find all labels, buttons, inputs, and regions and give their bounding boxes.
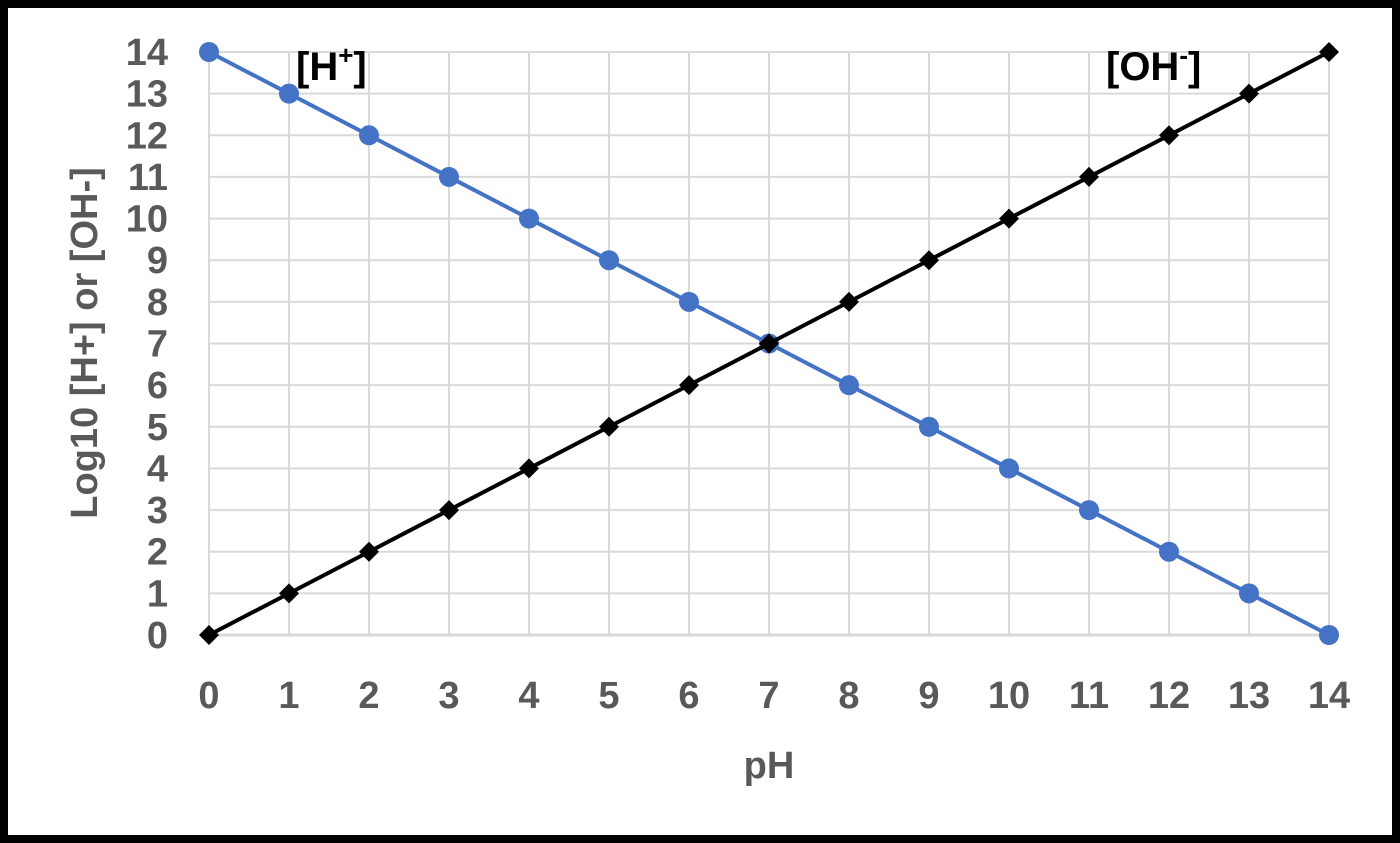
y-tick-label: 4: [147, 448, 168, 490]
data-point: [1239, 83, 1259, 104]
data-point: [199, 625, 219, 645]
data-point: [1159, 125, 1179, 146]
x-tick-label: 12: [1148, 675, 1190, 717]
data-point: [439, 166, 459, 187]
data-point: [999, 458, 1019, 479]
data-point: [1239, 583, 1259, 604]
x-tick-label: 4: [518, 675, 539, 717]
y-tick-label: 10: [126, 199, 168, 241]
data-point: [999, 208, 1019, 229]
data-point: [759, 333, 779, 354]
data-point: [1079, 500, 1099, 521]
data-point: [519, 458, 539, 479]
y-tick-label: 6: [147, 365, 168, 407]
data-point: [519, 208, 539, 229]
x-tick-label: 7: [758, 675, 779, 717]
data-point: [919, 416, 939, 437]
x-tick-label: 0: [198, 675, 219, 717]
data-point: [439, 500, 459, 521]
h-plus-annotation-close: ]: [353, 45, 366, 89]
series: [199, 42, 1339, 645]
data-point: [279, 583, 299, 604]
oh-minus-annotation-sup: -: [1179, 40, 1188, 70]
y-tick-label: 0: [147, 615, 168, 657]
y-tick-label: 9: [147, 240, 168, 282]
data-point: [839, 375, 859, 396]
x-axis-title: pH: [744, 745, 795, 787]
y-tick-label: 5: [147, 407, 168, 449]
series-1: [199, 42, 1339, 645]
data-point: [839, 291, 859, 312]
h-plus-annotation: [H+]: [296, 40, 367, 89]
data-point: [1159, 541, 1179, 562]
x-tick-labels: 0 1 2 3 4 5 6 7 8 9 10 11 12 13 14: [198, 675, 1350, 717]
x-tick-label: 8: [838, 675, 859, 717]
grid: [208, 51, 1330, 635]
data-point: [1079, 166, 1099, 187]
data-point: [679, 291, 699, 312]
x-tick-label: 5: [598, 675, 619, 717]
y-axis-title: Log10 [H+] or [OH-]: [64, 167, 106, 518]
x-tick-label: 9: [918, 675, 939, 717]
y-tick-label: 1: [147, 573, 168, 615]
data-point: [1319, 42, 1339, 62]
data-point: [679, 375, 699, 396]
y-tick-label: 13: [126, 74, 168, 116]
data-point: [359, 125, 379, 146]
oh-minus-annotation-close: ]: [1188, 45, 1201, 89]
data-point: [599, 250, 619, 271]
data-point: [599, 416, 619, 437]
h-plus-annotation-sup: +: [338, 40, 353, 70]
y-tick-label: 8: [147, 282, 168, 324]
data-point: [199, 42, 219, 62]
data-point: [1319, 625, 1339, 645]
data-point: [359, 541, 379, 562]
y-tick-label: 7: [147, 324, 168, 366]
y-tick-label: 11: [128, 157, 168, 199]
x-tick-label: 13: [1228, 675, 1270, 717]
oh-minus-annotation-base: [OH: [1106, 45, 1179, 89]
y-tick-label: 14: [126, 32, 168, 74]
y-tick-label: 3: [147, 490, 168, 532]
y-tick-label: 2: [147, 532, 168, 574]
x-tick-label: 1: [278, 675, 299, 717]
x-tick-label: 14: [1308, 675, 1350, 717]
x-tick-label: 10: [988, 675, 1030, 717]
x-tick-label: 6: [678, 675, 699, 717]
x-tick-label: 11: [1069, 675, 1109, 717]
y-tick-label: 12: [126, 115, 168, 157]
oh-minus-annotation: [OH-]: [1106, 40, 1201, 89]
h-plus-annotation-base: [H: [296, 45, 338, 89]
x-tick-label: 2: [358, 675, 379, 717]
data-point: [279, 83, 299, 104]
data-point: [919, 250, 939, 271]
x-tick-label: 3: [438, 675, 459, 717]
